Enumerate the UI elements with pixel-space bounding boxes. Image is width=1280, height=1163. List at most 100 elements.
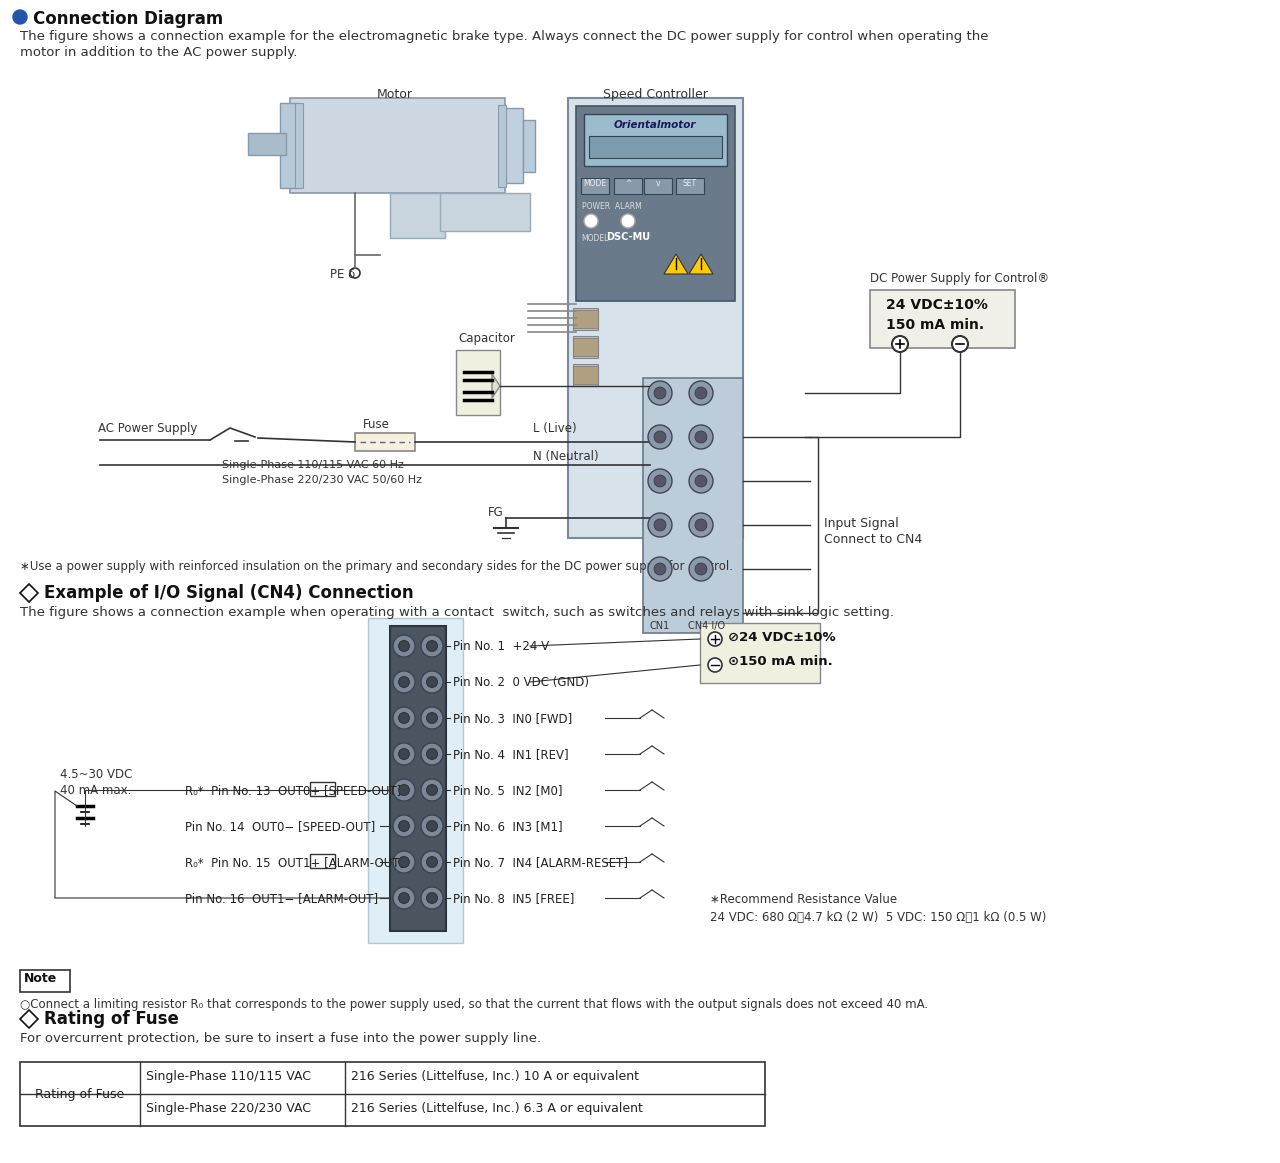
Bar [310, 782, 335, 795]
Circle shape [648, 469, 672, 493]
Circle shape [689, 469, 713, 493]
Text: Pin No. 2  0 VDC (GND): Pin No. 2 0 VDC (GND) [453, 676, 589, 688]
Text: PE δ: PE δ [330, 267, 356, 281]
Bar [573, 338, 598, 356]
Text: 150 mA min.: 150 mA min. [886, 317, 984, 331]
Text: Pin No. 7  IN4 [ALARM-RESET]: Pin No. 7 IN4 [ALARM-RESET] [453, 856, 628, 869]
Circle shape [689, 513, 713, 537]
Text: Pin No. 6  IN3 [M1]: Pin No. 6 IN3 [M1] [453, 820, 563, 833]
Circle shape [398, 713, 410, 723]
Circle shape [648, 513, 672, 537]
Text: ⊘24 VDC±10%: ⊘24 VDC±10% [728, 632, 836, 644]
Circle shape [393, 707, 415, 729]
Circle shape [421, 635, 443, 657]
Circle shape [393, 671, 415, 693]
Text: Note: Note [24, 972, 58, 985]
Circle shape [695, 387, 707, 399]
Circle shape [654, 475, 666, 487]
Bar [643, 378, 742, 633]
Bar [294, 104, 303, 188]
Bar [390, 626, 445, 932]
Text: POWER  ALARM: POWER ALARM [582, 202, 641, 211]
Circle shape [426, 677, 438, 687]
Bar [291, 98, 506, 193]
Bar [676, 178, 704, 194]
Text: 4.5~30 VDC: 4.5~30 VDC [60, 768, 132, 782]
Bar [280, 104, 298, 188]
Circle shape [689, 381, 713, 405]
Bar [568, 98, 742, 538]
Text: Connection Diagram: Connection Diagram [33, 10, 223, 28]
Text: FG: FG [488, 506, 504, 519]
Text: AC Power Supply: AC Power Supply [99, 422, 197, 435]
Circle shape [648, 424, 672, 449]
Bar [355, 433, 415, 451]
Circle shape [952, 336, 968, 352]
Circle shape [426, 821, 438, 832]
Text: DSC-MU: DSC-MU [605, 231, 650, 242]
Circle shape [695, 563, 707, 575]
Text: N (Neutral): N (Neutral) [532, 450, 599, 463]
Text: Pin No. 4  IN1 [REV]: Pin No. 4 IN1 [REV] [453, 748, 568, 761]
Circle shape [393, 779, 415, 801]
Circle shape [393, 815, 415, 837]
Text: Rating of Fuse: Rating of Fuse [36, 1089, 124, 1101]
Circle shape [349, 267, 360, 278]
Circle shape [695, 519, 707, 531]
Text: L (Live): L (Live) [532, 422, 576, 435]
Text: MODEL: MODEL [581, 234, 608, 243]
Circle shape [393, 887, 415, 909]
Text: Speed Controller: Speed Controller [603, 88, 708, 101]
Circle shape [584, 214, 598, 228]
Text: Example of I/O Signal (CN4) Connection: Example of I/O Signal (CN4) Connection [44, 584, 413, 602]
Text: Pin No. 3  IN0 [FWD]: Pin No. 3 IN0 [FWD] [453, 712, 572, 725]
Text: Input Signal: Input Signal [824, 518, 899, 530]
Text: 24 VDC±10%: 24 VDC±10% [886, 298, 988, 312]
Text: 24 VDC: 680 Ω～4.7 kΩ (2 W)  5 VDC: 150 Ω～1 kΩ (0.5 W): 24 VDC: 680 Ω～4.7 kΩ (2 W) 5 VDC: 150 Ω～… [710, 911, 1046, 923]
Circle shape [421, 815, 443, 837]
Text: Single-Phase 220/230 VAC: Single-Phase 220/230 VAC [146, 1103, 311, 1115]
Circle shape [393, 743, 415, 765]
Circle shape [421, 779, 443, 801]
Bar [700, 623, 820, 683]
Bar [581, 178, 609, 194]
Polygon shape [492, 374, 500, 398]
Text: motor in addition to the AC power supply.: motor in addition to the AC power supply… [20, 47, 297, 59]
Circle shape [398, 892, 410, 904]
Bar [576, 106, 735, 301]
Text: MODE: MODE [584, 179, 607, 188]
Circle shape [398, 641, 410, 651]
Text: CN1: CN1 [650, 621, 671, 632]
Circle shape [654, 387, 666, 399]
Text: Rating of Fuse: Rating of Fuse [44, 1009, 179, 1028]
Bar [498, 105, 506, 187]
Circle shape [708, 658, 722, 672]
Bar [390, 193, 445, 238]
Text: The figure shows a connection example for the electromagnetic brake type. Always: The figure shows a connection example fo… [20, 30, 988, 43]
Text: 216 Series (Littelfuse, Inc.) 10 A or equivalent: 216 Series (Littelfuse, Inc.) 10 A or eq… [351, 1070, 639, 1083]
Bar [20, 1062, 765, 1126]
Circle shape [426, 749, 438, 759]
Text: For overcurrent protection, be sure to insert a fuse into the power supply line.: For overcurrent protection, be sure to i… [20, 1032, 541, 1046]
Text: v: v [655, 179, 660, 188]
Circle shape [398, 785, 410, 795]
Circle shape [648, 381, 672, 405]
Text: 40 mA max.: 40 mA max. [60, 784, 132, 797]
Circle shape [426, 641, 438, 651]
Text: Single-Phase 110/115 VAC: Single-Phase 110/115 VAC [146, 1070, 311, 1083]
Bar [20, 970, 70, 992]
Circle shape [421, 671, 443, 693]
Circle shape [398, 856, 410, 868]
Circle shape [892, 336, 908, 352]
Text: Pin No. 14  OUT0− [SPEED-OUT]: Pin No. 14 OUT0− [SPEED-OUT] [186, 820, 375, 833]
Circle shape [13, 10, 27, 24]
Text: SET: SET [684, 179, 698, 188]
Circle shape [426, 856, 438, 868]
Polygon shape [689, 254, 713, 274]
Circle shape [695, 431, 707, 443]
Circle shape [654, 519, 666, 531]
Bar [524, 120, 535, 172]
Circle shape [689, 424, 713, 449]
Text: Pin No. 1  +24 V: Pin No. 1 +24 V [453, 640, 549, 652]
Bar [440, 193, 530, 231]
